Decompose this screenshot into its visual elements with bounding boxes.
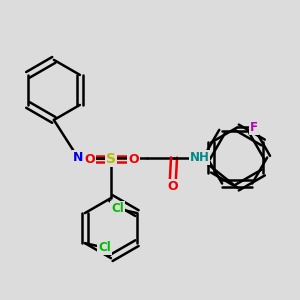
Text: Cl: Cl <box>98 241 111 254</box>
Text: O: O <box>85 152 95 166</box>
Text: Cl: Cl <box>111 202 124 215</box>
Text: O: O <box>167 180 178 193</box>
Text: NH: NH <box>190 151 209 164</box>
Text: N: N <box>73 151 83 164</box>
Text: F: F <box>250 121 258 134</box>
Text: O: O <box>128 152 139 166</box>
Text: S: S <box>106 152 116 166</box>
